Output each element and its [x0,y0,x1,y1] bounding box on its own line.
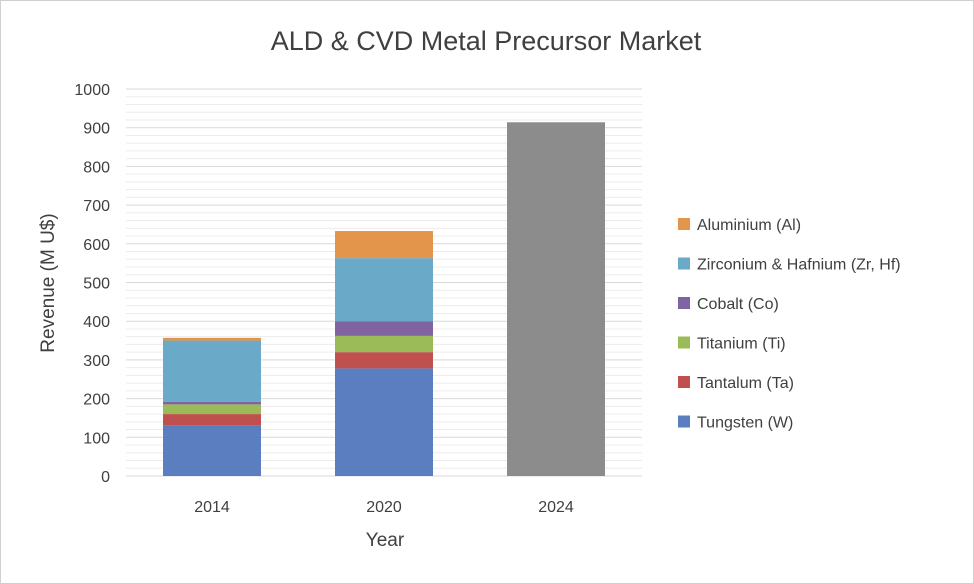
bar-segment [163,401,261,405]
legend-label: Titanium (Ti) [697,336,786,353]
bar-segment [335,231,433,259]
bar-segment [163,337,261,341]
legend-swatch [678,415,690,428]
x-tick-label: 2024 [538,499,574,516]
y-axis-label: Revenue (M U$) [38,213,59,352]
legend-label: Zirconium & Hafnium (Zr, Hf) [697,257,901,274]
bar-segment [335,352,433,369]
bars [163,122,605,477]
x-axis-label: Year [366,530,405,551]
legend-swatch [678,336,690,349]
y-tick-label: 400 [83,314,110,331]
legend-label: Aluminium (Al) [697,217,801,234]
y-tick-label: 100 [83,430,110,447]
legend-label: Cobalt (Co) [697,296,779,313]
y-tick-label: 200 [83,392,110,409]
x-axis-ticks: 2014 2020 2024 [194,499,574,516]
y-tick-label: 300 [83,353,110,370]
y-axis-ticks: 0 100 200 300 400 500 600 700 800 900 1000 [74,82,110,486]
legend: Aluminium (Al) Zirconium & Hafnium (Zr, H… [678,217,901,432]
legend-swatch [678,376,690,388]
y-tick-label: 900 [83,121,110,138]
y-tick-label: 500 [83,276,110,293]
legend-label: Tungsten (W) [697,415,793,432]
bar-segment [163,425,261,476]
x-tick-label: 2014 [194,499,230,516]
y-tick-label: 800 [83,159,110,176]
bar-segment [507,122,605,477]
bar-segment [335,321,433,336]
bar-segment [163,340,261,402]
legend-swatch [678,297,690,309]
bar-segment [335,258,433,322]
bar-segment [335,368,433,476]
chart-title: ALD & CVD Metal Precursor Market [271,26,702,56]
y-tick-label: 600 [83,237,110,254]
bar-segment [163,414,261,426]
x-tick-label: 2020 [366,499,402,516]
y-tick-label: 1000 [74,82,110,99]
legend-label: Tantalum (Ta) [697,375,794,392]
bar-segment [335,335,433,353]
bar-segment [163,404,261,415]
legend-swatch [678,218,690,230]
legend-swatch [678,257,690,270]
y-tick-label: 0 [101,469,110,486]
y-tick-label: 700 [83,198,110,215]
